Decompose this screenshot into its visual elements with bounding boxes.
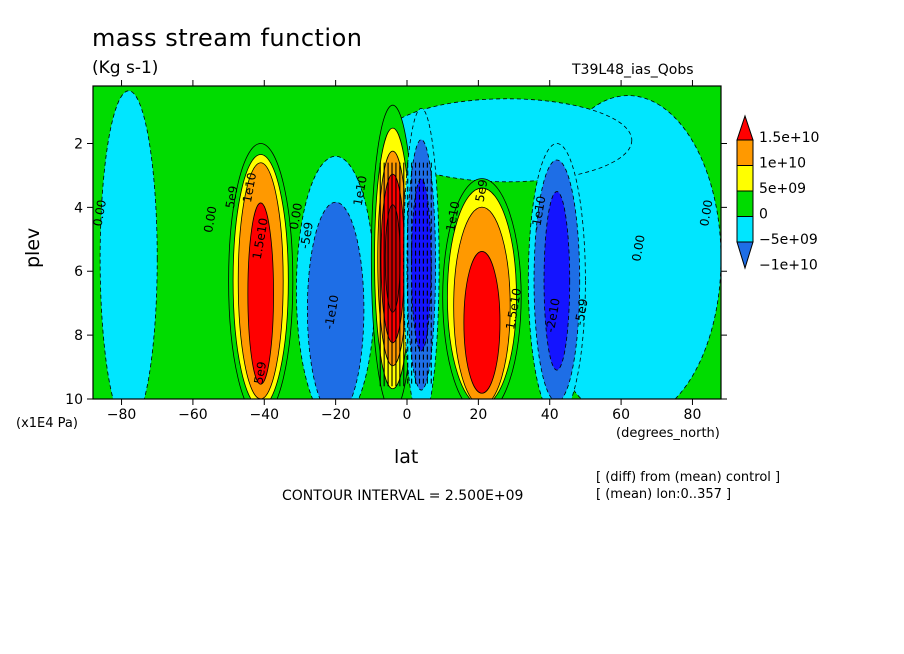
contour-label: 0.00: [287, 202, 305, 231]
contour-label: 5e9: [251, 360, 269, 385]
y-axis-label: plev: [22, 227, 44, 268]
contour-label: -5e9: [572, 298, 590, 327]
x-tick-label: 60: [612, 407, 630, 423]
contour-label: 1e10: [443, 200, 462, 232]
contour-label: 5e9: [473, 178, 491, 203]
x-axis-label: lat: [394, 446, 419, 468]
colorbar-label: 5e+09: [759, 181, 806, 197]
x-tick-label: −80: [107, 407, 137, 423]
y-tick-label: 10: [65, 392, 83, 408]
chart-title: mass stream function: [92, 24, 363, 52]
contour-label: 0.00: [91, 199, 109, 228]
colorbar-box: [736, 190, 754, 217]
contour-label: 0.00: [201, 205, 219, 234]
southern-ferrel-cell-level-3: [247, 202, 274, 385]
contour-label: 5e9: [223, 185, 241, 210]
y-tick-label: 6: [74, 264, 83, 280]
colorbar-box: [736, 139, 754, 166]
y-tick-label: 4: [74, 200, 83, 216]
y-tick-label: 2: [74, 136, 83, 152]
colorbar-top-arrow: [736, 114, 754, 141]
x-tick-label: 20: [469, 407, 487, 423]
contour-interval: CONTOUR INTERVAL = 2.500E+09: [282, 488, 524, 504]
northern-midlat-negative-level-2: [543, 191, 571, 371]
colorbar-label: 0: [759, 207, 768, 223]
colorbar-box: [736, 165, 754, 192]
run-name: T39L48_ias_Qobs: [572, 62, 694, 78]
x-tick-label: −60: [178, 407, 208, 423]
contour-label: 0.00: [629, 234, 647, 263]
southern-polar-negative-level-0: [99, 90, 158, 399]
contour-label: -5e9: [297, 221, 315, 250]
northern-hadley-cell-level-3: [463, 251, 501, 394]
contour-label: 1e10: [240, 171, 259, 203]
contour-label: -1e10: [529, 195, 549, 232]
x-tick-label: 0: [403, 407, 412, 423]
x-tick-label: 80: [684, 407, 702, 423]
diff-note: [ (diff) from (mean) control ]: [596, 470, 781, 485]
x-tick-label: −40: [249, 407, 279, 423]
colorbar-label: 1e+10: [759, 156, 806, 172]
colorbar-label: −1e+10: [759, 258, 818, 274]
x-tick-label: 40: [541, 407, 559, 423]
colorbar-bottom-arrow: [736, 241, 754, 270]
equatorial-positive-level-4: [384, 204, 401, 313]
chart-units: (Kg s-1): [92, 58, 159, 78]
x-axis-units: (degrees_north): [616, 426, 720, 441]
contour-label: 1e10: [351, 175, 370, 207]
y-tick-label: 8: [74, 328, 83, 344]
southern-midlat-negative-level-1: [306, 201, 365, 399]
y-axis-units: (x1E4 Pa): [16, 416, 78, 431]
colorbar-label: −5e+09: [759, 232, 818, 248]
colorbar-box: [736, 216, 754, 243]
contour-label: -1e10: [322, 294, 342, 331]
contour-label: -2e10: [543, 297, 563, 334]
contour-label: 0.00: [697, 199, 715, 228]
mean-note: [ (mean) lon:0..357 ]: [596, 487, 732, 502]
x-tick-label: −20: [321, 407, 351, 423]
colorbar-label: 1.5e+10: [759, 130, 819, 146]
equatorial-negative-level-2: [411, 178, 432, 352]
